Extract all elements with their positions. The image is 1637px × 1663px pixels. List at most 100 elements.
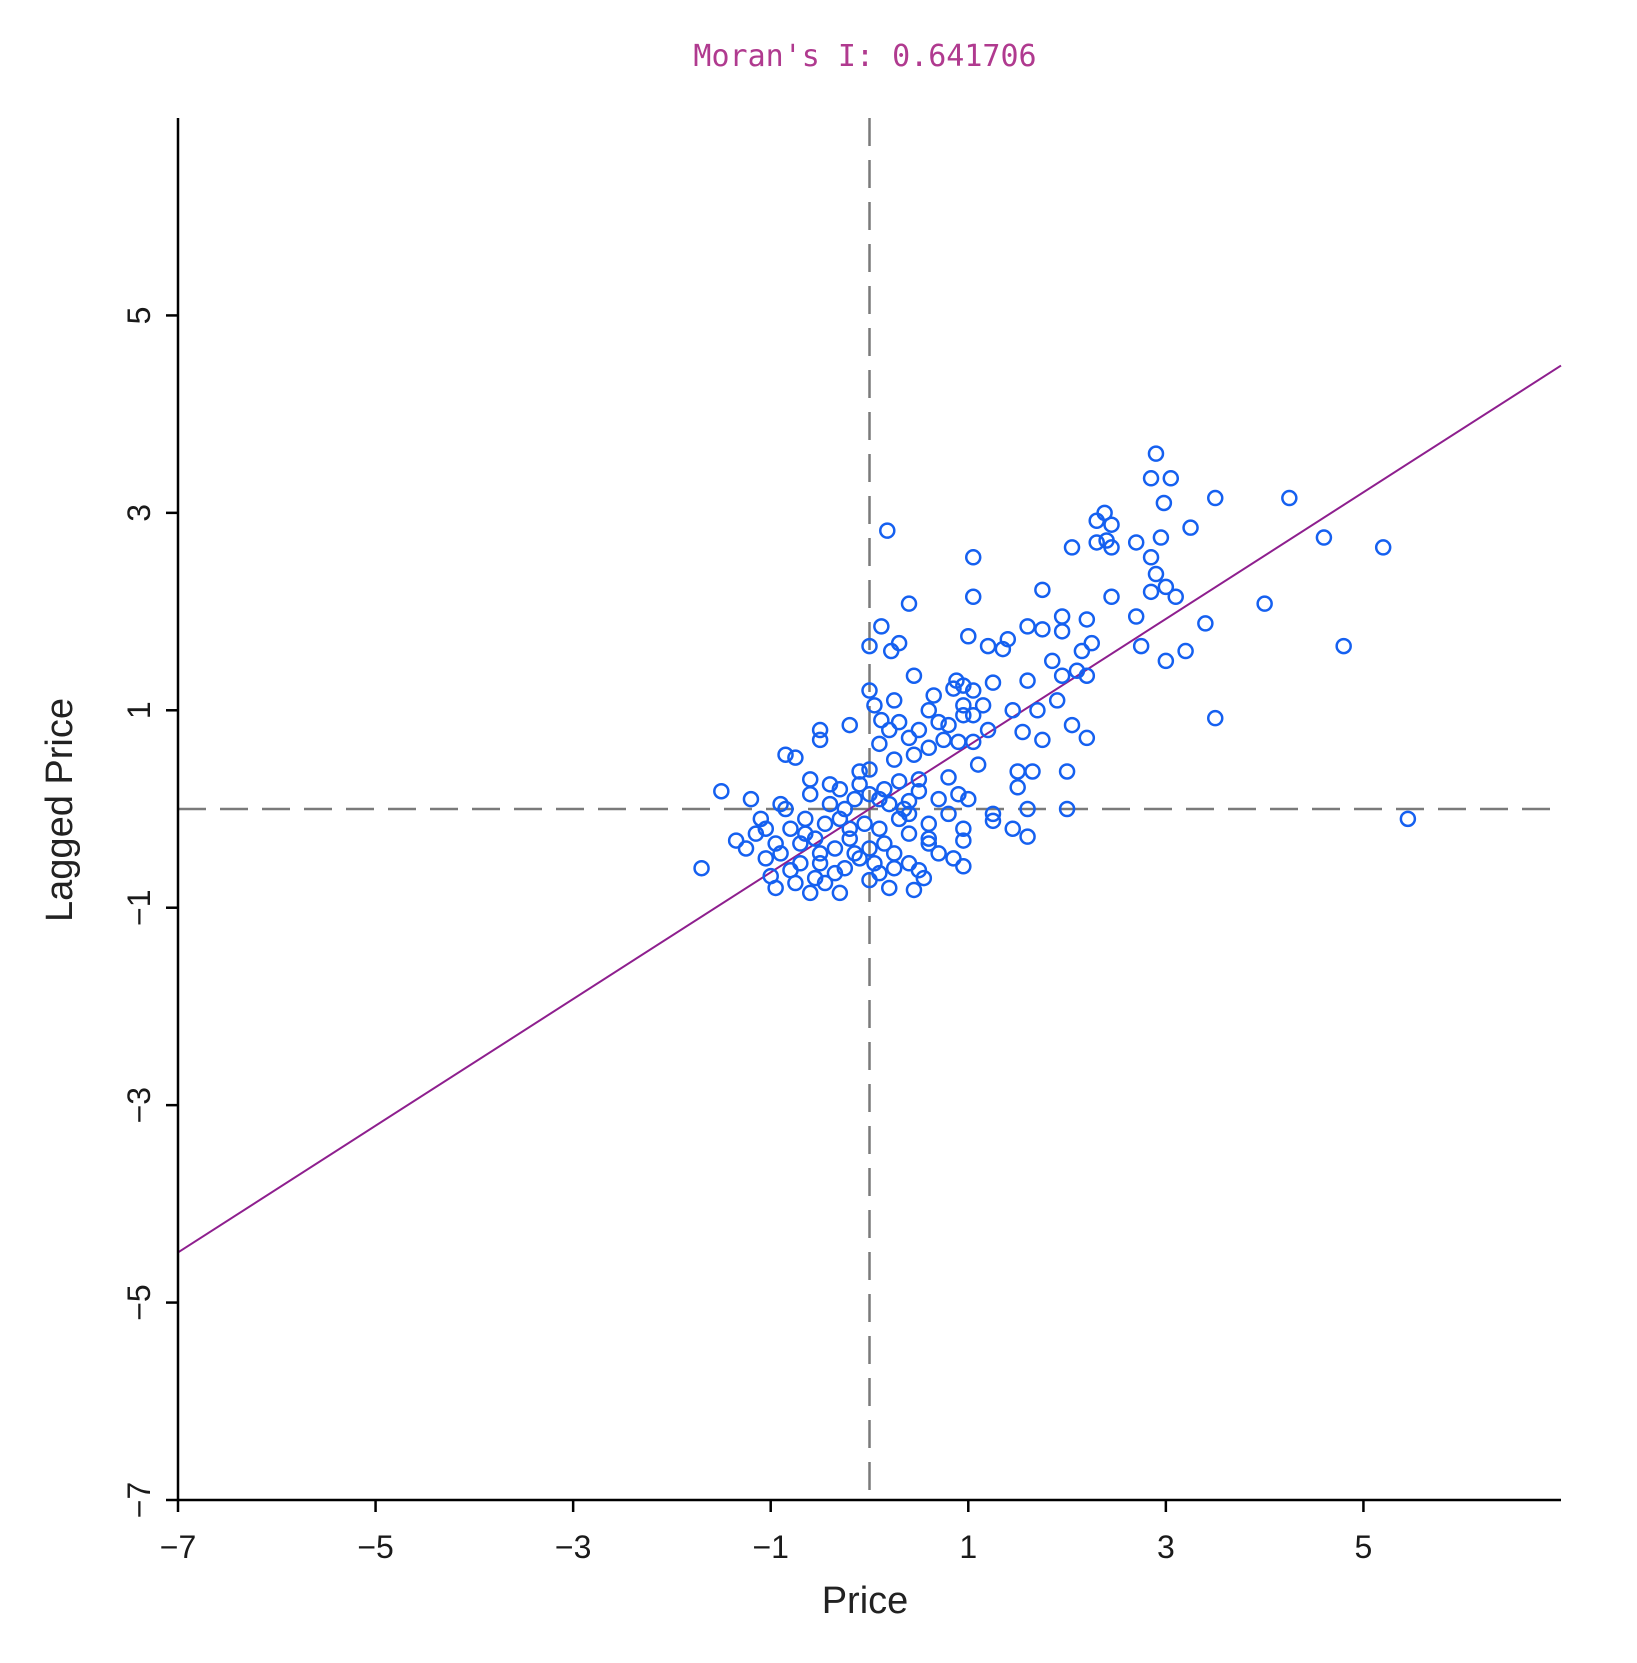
data-point xyxy=(979,637,997,655)
data-point xyxy=(1142,470,1160,487)
data-point xyxy=(861,761,878,778)
data-point xyxy=(1014,723,1031,741)
data-point xyxy=(787,749,804,766)
chart-title: Moran's I: 0.641706 xyxy=(693,39,1036,74)
data-point xyxy=(1207,709,1224,727)
data-point xyxy=(910,782,928,800)
data-point xyxy=(1281,489,1298,507)
data-point xyxy=(1142,549,1160,566)
data-point xyxy=(876,781,893,798)
data-point xyxy=(1256,595,1273,612)
data-point xyxy=(797,810,814,828)
x-tick-label: 1 xyxy=(959,1529,977,1565)
data-point xyxy=(920,835,938,852)
data-point xyxy=(1009,779,1026,796)
data-point xyxy=(742,790,760,808)
data-point xyxy=(920,830,938,847)
data-point xyxy=(757,850,775,867)
data-point xyxy=(747,825,765,842)
data-point xyxy=(777,746,794,763)
data-point xyxy=(879,522,896,539)
data-point xyxy=(920,739,938,757)
data-point xyxy=(910,721,928,739)
data-point xyxy=(826,864,844,882)
data-point xyxy=(955,697,972,714)
data-point xyxy=(885,859,903,877)
data-point xyxy=(846,790,863,808)
data-point xyxy=(873,618,890,635)
data-point xyxy=(871,820,888,837)
data-point xyxy=(925,687,942,704)
data-point xyxy=(811,855,829,872)
data-point xyxy=(881,879,898,897)
data-point xyxy=(930,713,947,731)
data-point xyxy=(821,776,839,793)
axes xyxy=(176,118,1561,1502)
data-point xyxy=(955,820,972,837)
data-point xyxy=(955,677,972,694)
data-point xyxy=(881,721,898,739)
data-point xyxy=(1083,634,1101,652)
data-point xyxy=(1157,578,1175,596)
data-point xyxy=(900,805,918,823)
data-point xyxy=(969,756,987,773)
data-point xyxy=(861,785,878,803)
x-tick-label: 3 xyxy=(1157,1529,1175,1565)
data-point xyxy=(940,769,957,786)
data-point xyxy=(955,858,972,875)
data-point xyxy=(811,845,829,862)
data-point xyxy=(1177,642,1194,660)
data-point xyxy=(885,692,903,709)
data-point xyxy=(1009,763,1026,780)
data-point xyxy=(900,825,918,842)
data-point xyxy=(727,832,745,849)
data-point xyxy=(1063,716,1081,734)
data-point xyxy=(1063,539,1081,556)
data-point xyxy=(1132,637,1150,655)
data-point xyxy=(856,815,873,833)
data-point xyxy=(861,682,878,699)
data-point xyxy=(1155,494,1173,512)
data-point xyxy=(831,810,849,828)
regression-line-group xyxy=(177,364,1562,1254)
x-tick-label: −3 xyxy=(555,1529,591,1565)
data-point xyxy=(994,640,1012,658)
data-point xyxy=(1088,512,1105,530)
data-point xyxy=(821,795,839,813)
data-point xyxy=(752,810,770,828)
data-point xyxy=(876,835,893,852)
data-point xyxy=(964,549,982,566)
data-point xyxy=(1167,588,1184,606)
y-tick-label: 1 xyxy=(121,701,157,719)
data-point xyxy=(757,820,775,837)
data-point xyxy=(841,830,858,847)
data-point xyxy=(1029,702,1046,719)
data-point xyxy=(984,812,1002,830)
data-point xyxy=(900,855,918,872)
data-point xyxy=(767,879,784,897)
data-point xyxy=(1103,516,1120,533)
data-point xyxy=(1034,621,1051,638)
data-point xyxy=(935,731,952,749)
data-point xyxy=(737,840,755,857)
data-point xyxy=(861,840,878,857)
data-point xyxy=(910,771,928,788)
data-point xyxy=(826,840,844,857)
data-point xyxy=(1034,581,1051,599)
data-point xyxy=(841,716,858,734)
data-point xyxy=(1004,820,1021,837)
y-tick-label: −5 xyxy=(121,1284,157,1320)
data-point xyxy=(1182,519,1199,536)
data-point xyxy=(930,790,947,808)
data-point xyxy=(767,835,784,852)
data-point xyxy=(1053,667,1071,684)
data-point xyxy=(950,785,967,803)
data-point xyxy=(890,810,908,828)
data-point xyxy=(900,729,918,747)
data-point xyxy=(974,697,992,714)
y-tick-label: 5 xyxy=(121,307,157,325)
data-point xyxy=(1048,692,1066,709)
data-point xyxy=(713,782,730,800)
data-point xyxy=(1058,800,1076,818)
